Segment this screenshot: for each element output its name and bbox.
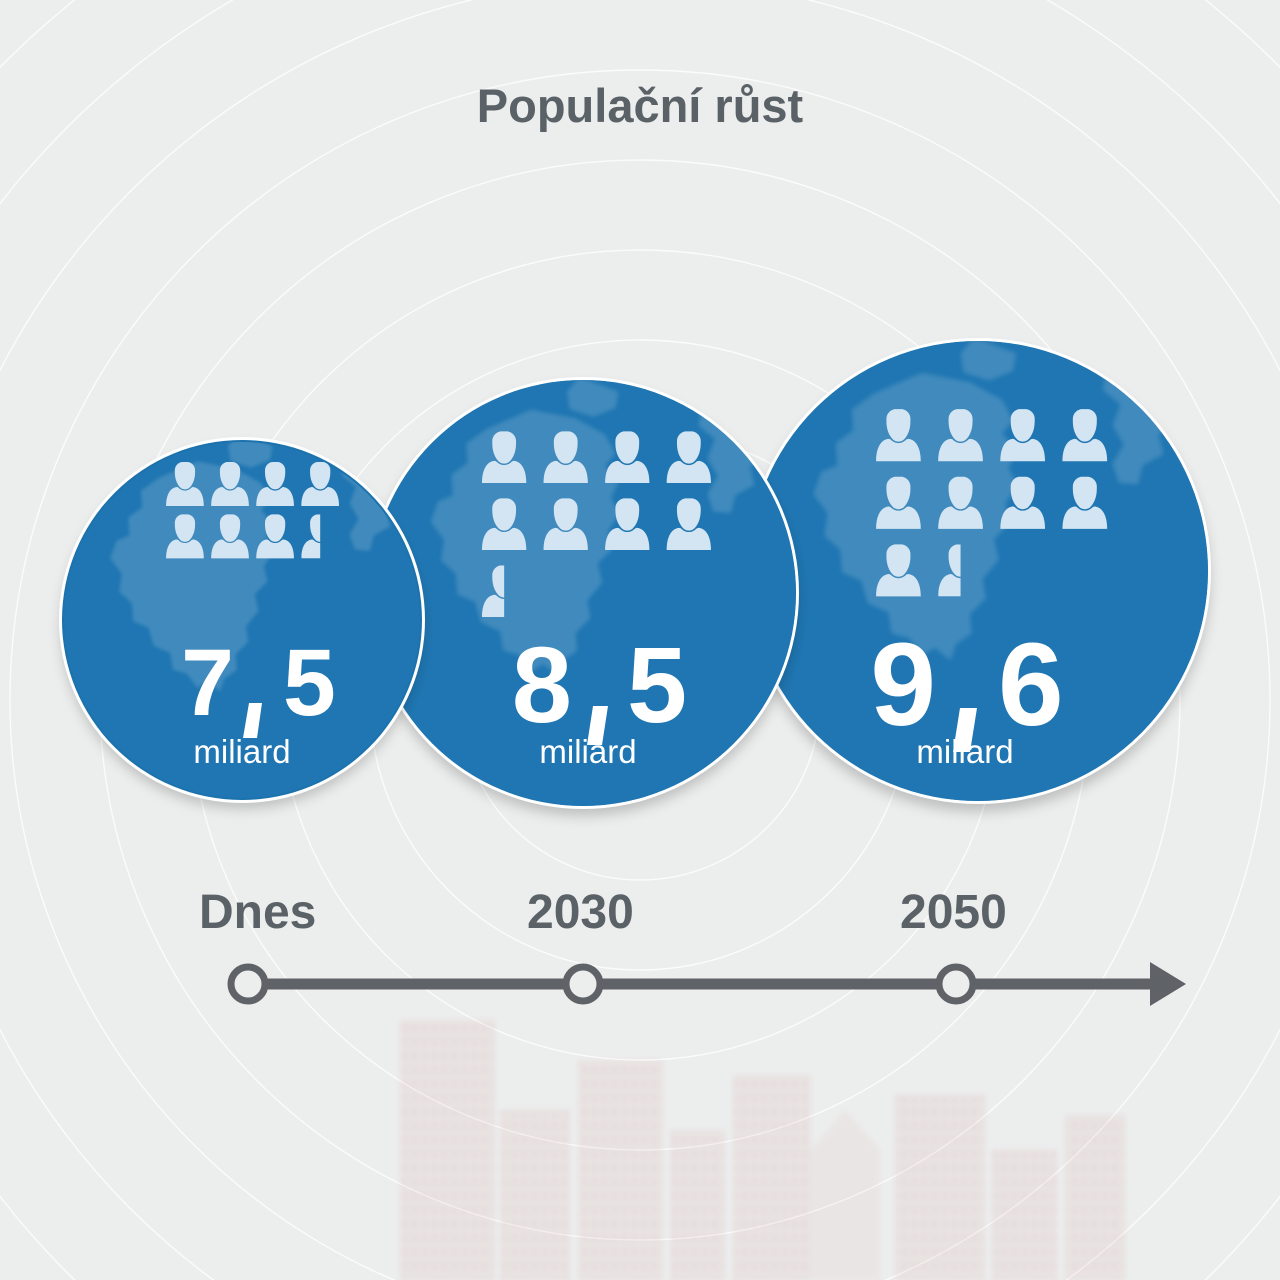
svg-text:2050: 2050: [900, 886, 1007, 939]
svg-text:miliard: miliard: [539, 733, 636, 770]
svg-text:8: 8: [512, 624, 572, 745]
svg-text:7: 7: [181, 630, 234, 736]
svg-text:miliard: miliard: [193, 733, 290, 770]
svg-text:6: 6: [998, 619, 1064, 751]
svg-text:miliard: miliard: [916, 733, 1013, 770]
svg-text:9: 9: [870, 619, 936, 751]
svg-text:2030: 2030: [527, 886, 634, 939]
svg-text:5: 5: [283, 630, 336, 736]
svg-text:Dnes: Dnes: [199, 886, 316, 939]
svg-text:5: 5: [627, 624, 687, 745]
